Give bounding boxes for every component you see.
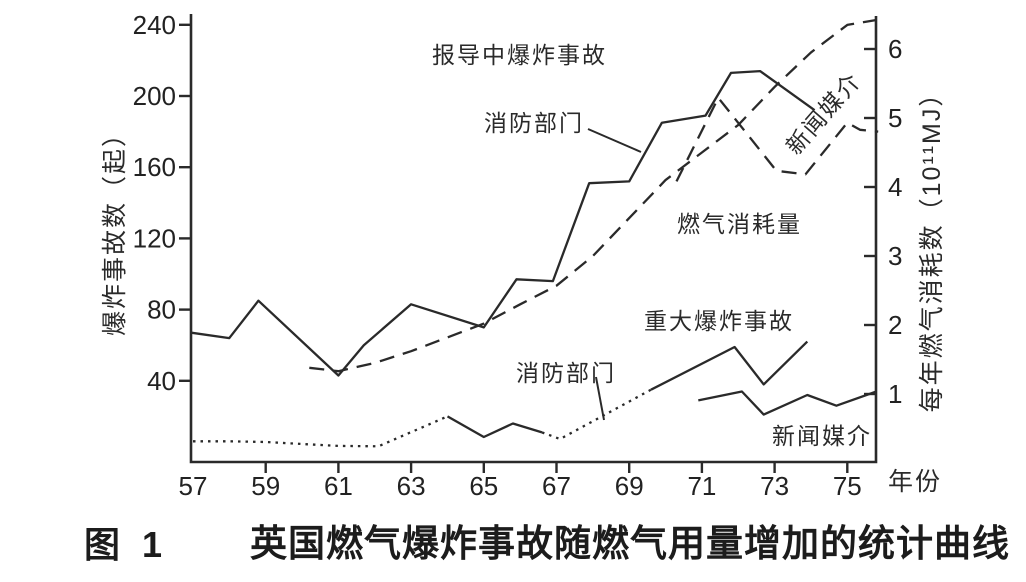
annotation-news-media-bottom: 新闻媒介 [772,423,872,449]
left-axis-tick-label: 120 [133,223,176,253]
x-axis-tick-label: 61 [324,471,353,501]
x-axis-tick-label: 75 [833,471,862,501]
right-axis-title: 每年燃气消耗数（10¹¹MJ） [918,79,946,413]
x-axis-tick-label: 71 [687,471,716,501]
right-axis-tick-label: 6 [888,34,902,64]
series-solid-line [446,415,543,439]
x-axis-tick-label: 69 [615,471,644,501]
x-axis-tick-label: 73 [760,471,789,501]
annotation-fire-dept-top: 消防部门 [484,110,584,136]
series-dot-line [193,415,448,448]
label-leader-line [587,128,642,153]
series-dash-line [675,96,879,182]
x-axis-unit-label: 年份 [888,468,943,496]
left-axis-tick-label: 160 [133,152,176,182]
series-dash-line [309,18,877,373]
left-axis-tick-label: 80 [147,295,176,325]
right-axis-tick-label: 1 [888,379,902,409]
x-axis-tick-label: 65 [469,471,498,501]
right-axis-tick-label: 4 [888,172,902,202]
annotation-fire-dept-bottom: 消防部门 [516,360,616,386]
series-solid-line [191,69,816,377]
figure-number: 图 1 [84,524,169,565]
left-axis-tick-label: 40 [147,366,176,396]
annotation-major-explosions: 重大爆炸事故 [644,308,794,334]
annotation-reported-explosions: 报导中爆炸事故 [432,42,607,68]
left-axis-title: 爆炸事故数（起） [101,119,129,337]
left-axis-tick-label: 240 [133,10,176,40]
annotation-gas-consumption: 燃气消耗量 [677,211,802,237]
x-axis-tick-label: 57 [179,471,208,501]
x-axis-tick-label: 59 [251,471,280,501]
figure-caption: 英国燃气爆炸事故随燃气用量增加的统计曲线 [250,523,1010,564]
right-axis-tick-label: 3 [888,241,902,271]
series-solid-line [650,340,809,391]
x-axis-tick-label: 63 [397,471,426,501]
left-axis-tick-label: 200 [133,81,176,111]
x-axis-tick-label: 67 [542,471,571,501]
right-axis-tick-label: 5 [888,103,902,133]
series-dot-line [541,388,652,441]
label-leader-line [595,376,605,421]
right-axis-tick-label: 2 [888,310,902,340]
series-solid-line [698,390,877,416]
